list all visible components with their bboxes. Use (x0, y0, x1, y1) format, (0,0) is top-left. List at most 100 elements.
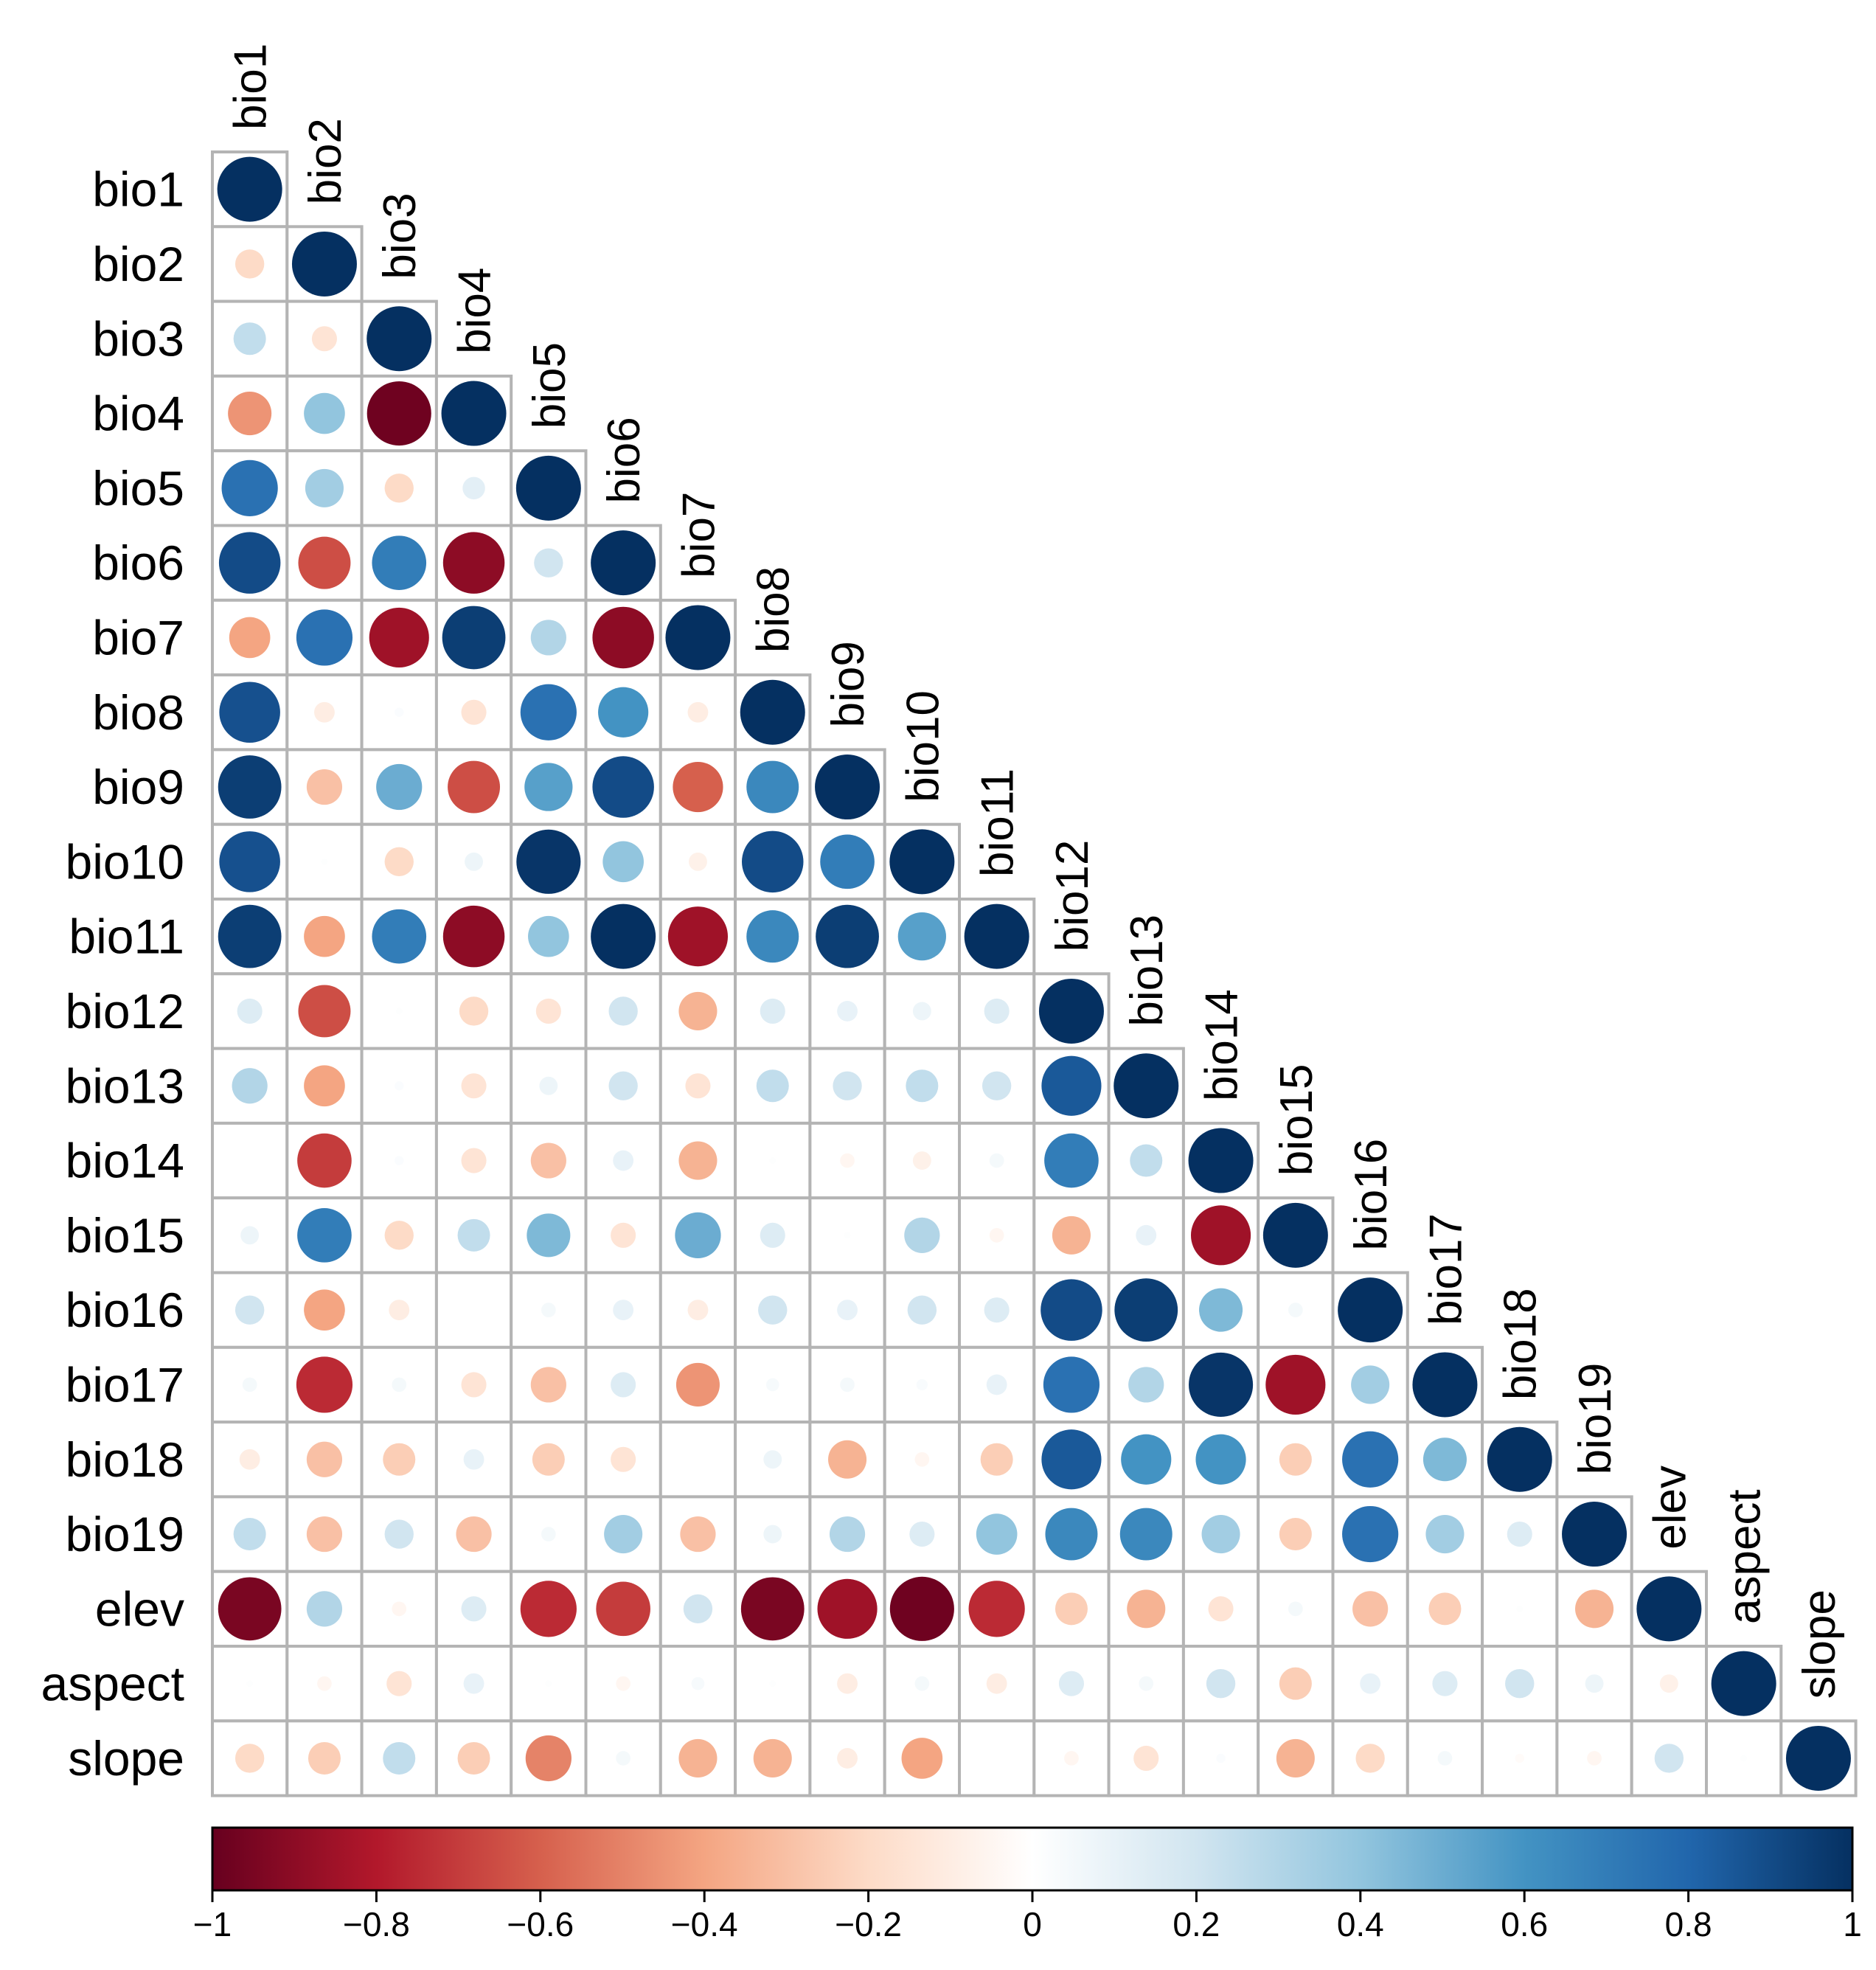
corr-circle-bio12-bio5 (535, 998, 561, 1024)
corr-circle-bio5-bio4 (462, 476, 485, 500)
corr-circle-bio18-bio9 (828, 1440, 867, 1479)
corr-circle-bio7-bio7 (665, 605, 731, 670)
corr-circle-bio9-bio4 (448, 760, 501, 814)
row-label-slope: slope (68, 1731, 184, 1786)
corr-circle-bio13-bio9 (833, 1071, 862, 1100)
corr-circle-aspect-bio17 (1432, 1671, 1458, 1696)
corr-circle-bio10-bio1 (219, 831, 280, 892)
corr-circle-slope-bio3 (383, 1741, 416, 1775)
corr-circle-bio14-bio6 (613, 1150, 634, 1171)
corr-circle-bio18-bio6 (611, 1446, 636, 1472)
corr-circle-bio18-bio12 (1041, 1429, 1102, 1490)
corr-circle-bio7-bio4 (442, 606, 506, 670)
corr-circle-bio19-bio10 (909, 1522, 935, 1547)
row-label-bio5: bio5 (92, 461, 184, 516)
col-label-bio8: bio8 (748, 566, 799, 653)
row-label-bio6: bio6 (92, 535, 184, 590)
corr-circle-slope-bio7 (678, 1738, 718, 1777)
corr-circle-bio18-bio15 (1279, 1443, 1312, 1476)
cell-bio7-bio1 (211, 598, 289, 677)
col-label-bio15: bio15 (1271, 1064, 1322, 1176)
corr-circle-bio17-bio4 (461, 1372, 487, 1398)
cell-bio16-bio4 (434, 1271, 513, 1349)
corr-circle-bio11-bio3 (372, 909, 427, 964)
corr-circle-aspect-bio14 (1206, 1668, 1236, 1699)
corr-circle-elev-bio12 (1055, 1592, 1088, 1626)
colorbar-tick-label: 0 (1023, 1905, 1042, 1943)
corr-circle-bio19-bio11 (976, 1513, 1018, 1555)
corr-circle-bio11-bio7 (667, 906, 729, 967)
corr-circle-bio15-bio1 (240, 1226, 260, 1245)
row-label-bio1: bio1 (92, 162, 184, 217)
corr-circle-bio18-bio8 (763, 1450, 782, 1469)
corr-circle-bio19-bio12 (1045, 1508, 1098, 1561)
corr-circle-aspect-bio6 (616, 1676, 630, 1691)
corr-circle-bio12-bio9 (837, 1001, 858, 1022)
corr-circle-bio8-bio7 (687, 701, 709, 723)
col-label-bio17: bio17 (1420, 1213, 1471, 1325)
corr-circle-bio11-bio8 (746, 910, 799, 963)
corr-circle-elev-bio19 (1575, 1589, 1614, 1629)
corr-circle-elev-bio17 (1428, 1592, 1462, 1626)
corr-circle-bio15-bio3 (384, 1221, 414, 1250)
col-label-bio14: bio14 (1197, 989, 1248, 1101)
corr-circle-elev-bio18 (1516, 1605, 1524, 1612)
corr-circle-slope-bio13 (1133, 1745, 1159, 1771)
row-label-bio19: bio19 (66, 1507, 185, 1561)
col-label-bio5: bio5 (524, 342, 575, 429)
corr-circle-bio12-bio3 (395, 1007, 403, 1015)
corr-circle-bio4-bio1 (228, 392, 272, 436)
corr-circle-elev-bio2 (306, 1591, 343, 1627)
corr-circle-bio10-bio7 (689, 852, 707, 871)
corr-circle-slope-bio10 (901, 1738, 943, 1779)
corr-circle-bio13-bio8 (756, 1069, 789, 1103)
corr-circle-bio19-bio6 (604, 1515, 643, 1554)
corr-circle-elev-bio16 (1352, 1591, 1389, 1627)
corr-circle-bio12-bio7 (678, 991, 718, 1030)
corr-circle-bio12-bio6 (608, 996, 638, 1026)
col-label-slope: slope (1794, 1589, 1845, 1699)
cell-bio5-bio4 (434, 449, 513, 527)
corr-circle-bio19-bio19 (1562, 1502, 1627, 1567)
colorbar-tick-label: 0.6 (1501, 1905, 1548, 1943)
colorbar-tick-label: −0.2 (835, 1905, 902, 1943)
col-label-bio10: bio10 (897, 690, 948, 802)
corr-circle-elev-bio15 (1288, 1601, 1303, 1617)
corr-circle-bio11-bio4 (442, 905, 505, 968)
corr-circle-aspect-bio1 (246, 1680, 254, 1688)
corr-circle-bio18-bio10 (914, 1452, 930, 1467)
corr-circle-bio19-bio5 (541, 1527, 556, 1541)
corr-circle-bio7-bio1 (229, 617, 271, 659)
corr-circle-bio15-bio6 (611, 1222, 636, 1248)
corr-circle-bio6-bio4 (442, 532, 505, 594)
corr-circle-aspect-bio10 (914, 1676, 930, 1691)
corr-circle-bio13-bio4 (461, 1073, 487, 1099)
corr-circle-bio7-bio3 (369, 607, 429, 668)
colorbar-tick-label: 0.4 (1337, 1905, 1384, 1943)
col-label-bio16: bio16 (1346, 1139, 1397, 1251)
col-label-elev: elev (1644, 1466, 1695, 1550)
corr-circle-bio14-bio5 (530, 1142, 566, 1179)
corr-circle-bio13-bio12 (1041, 1055, 1102, 1116)
corr-circle-bio18-bio3 (383, 1443, 416, 1476)
corr-circle-bio17-bio1 (242, 1377, 257, 1392)
cell-bio4-bio2 (285, 374, 364, 453)
row-label-bio3: bio3 (92, 311, 184, 366)
colorbar-gradient (211, 1826, 1854, 1892)
corr-circle-bio5-bio1 (221, 459, 278, 516)
corr-circle-bio10-bio2 (321, 858, 328, 865)
corr-circle-slope-bio8 (753, 1738, 792, 1777)
corr-circle-bio19-bio4 (456, 1516, 492, 1553)
row-label-bio16: bio16 (66, 1283, 185, 1337)
corr-circle-slope-bio6 (616, 1751, 630, 1766)
col-label-bio6: bio6 (599, 417, 650, 503)
corr-circle-bio15-bio10 (904, 1217, 940, 1253)
corr-circle-bio9-bio7 (673, 761, 723, 813)
corr-circle-bio8-bio4 (461, 699, 487, 725)
corr-circle-bio9-bio1 (218, 755, 282, 819)
corr-circle-bio19-bio13 (1119, 1508, 1172, 1561)
corr-circle-bio13-bio3 (395, 1081, 404, 1091)
corr-circle-bio16-bio14 (1199, 1288, 1243, 1332)
corr-circle-elev-bio13 (1127, 1589, 1166, 1629)
